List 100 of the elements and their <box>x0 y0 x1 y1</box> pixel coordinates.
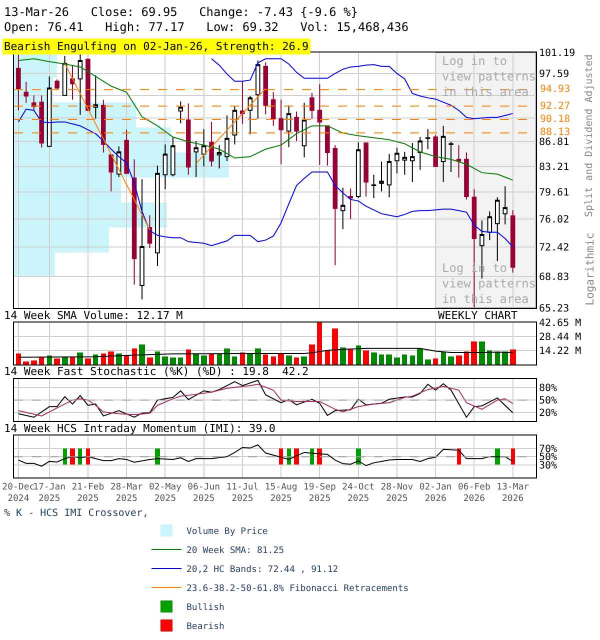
bar <box>139 344 145 365</box>
x-tick-label: 15-Aug 2025 <box>264 482 298 504</box>
bar <box>201 356 207 365</box>
line-series <box>18 348 514 358</box>
text: WEEKLY CHART <box>438 309 518 322</box>
bar <box>263 354 268 365</box>
bar <box>124 356 129 365</box>
x-tick-label: 02-May 2025 <box>148 482 182 504</box>
candlestick <box>248 95 253 135</box>
bar <box>425 360 431 365</box>
bar <box>85 358 91 365</box>
y-axis-title: Split and Dividend Adjusted <box>584 54 596 217</box>
bar <box>456 356 462 365</box>
bar <box>379 354 384 365</box>
bar <box>332 328 338 365</box>
bar <box>356 346 361 365</box>
candlestick <box>209 121 214 167</box>
bar <box>132 348 137 365</box>
bar <box>271 356 276 365</box>
candlestick <box>425 128 430 150</box>
bar <box>471 342 477 365</box>
chart-title: 14 Week SMA Volume: 12.17 M <box>4 309 184 322</box>
candlestick <box>310 92 314 120</box>
x-tick-label: 02-Jan 2026 <box>419 482 452 504</box>
bar <box>301 356 307 365</box>
x-tick-label: 20-Dec 2024 <box>2 482 35 504</box>
bar <box>433 358 438 365</box>
candlestick <box>86 58 90 111</box>
legend-label: 20 Week SMA: 81.25 <box>186 546 284 556</box>
candlestick <box>124 129 129 174</box>
bar <box>441 352 446 365</box>
bar <box>487 350 492 365</box>
candlestick <box>456 144 462 178</box>
chart-title: 13-Mar-26 Close: 69.95 Change: -7.43 {-9.6 %} <box>4 5 358 19</box>
y-tick-label: 80% <box>539 383 558 394</box>
candlestick <box>418 136 423 170</box>
legend-label: 20,2 HC Bands: 72.44 , 91.12 <box>186 565 338 576</box>
bar <box>54 358 60 365</box>
bar <box>410 356 415 365</box>
bar <box>186 350 191 365</box>
candlestick <box>348 188 353 220</box>
candlestick <box>317 84 322 166</box>
y-tick-label: 50% <box>539 396 558 407</box>
y-tick-label: 86.81 <box>539 137 570 148</box>
x-tick-label: 13-Mar 2026 <box>496 482 530 504</box>
candlestick <box>379 160 384 192</box>
bar <box>162 356 168 365</box>
candlestick <box>340 187 346 230</box>
y-tick-label: 20% <box>539 408 558 420</box>
bar <box>209 354 214 365</box>
bar <box>240 352 245 365</box>
bar <box>309 344 315 365</box>
bar <box>371 352 377 365</box>
y-tick-label: 68.83 <box>539 272 570 284</box>
candlestick <box>132 158 137 286</box>
bar <box>448 356 454 365</box>
y-tick-label: 28.44 M <box>539 332 582 344</box>
candlestick <box>62 55 68 96</box>
candlestick <box>394 147 400 174</box>
candlestick <box>487 210 492 241</box>
y-tick-label: 14.22 M <box>539 346 582 358</box>
candlestick <box>325 125 330 166</box>
bar <box>232 356 237 365</box>
candlestick <box>147 214 152 249</box>
bar <box>77 352 83 365</box>
candlestick <box>448 141 454 172</box>
bar <box>363 350 369 365</box>
bar <box>340 348 346 365</box>
bar <box>294 358 299 365</box>
y-tick-label: 101.19 <box>539 48 576 59</box>
x-tick-label: 24-Oct 2025 <box>342 482 375 504</box>
line-series <box>18 108 514 248</box>
candlestick <box>16 54 21 111</box>
candlestick <box>194 140 198 178</box>
bar <box>495 352 500 365</box>
candlestick <box>294 111 299 142</box>
candlestick <box>510 210 516 274</box>
candlestick <box>464 152 469 200</box>
x-tick-label: 19-Sep 2025 <box>303 482 336 504</box>
candlestick <box>140 178 144 300</box>
y-tick-label: 65.23 <box>539 303 570 314</box>
bar <box>325 350 330 365</box>
candlestick <box>356 142 361 198</box>
candlestick <box>178 101 184 124</box>
candlestick <box>54 78 60 90</box>
bar <box>479 342 485 365</box>
chart-title: 14 Week Fast Stochastic (%K) (%D) : 19.8 42.2 <box>4 365 309 378</box>
y-tick-label: 30% <box>539 460 558 472</box>
candlestick <box>270 92 276 126</box>
bar <box>147 358 153 365</box>
candlestick <box>70 65 75 100</box>
bar <box>101 354 106 365</box>
candlestick <box>216 144 222 169</box>
bar <box>278 354 284 365</box>
annotation: Bearish Engulfing on 02-Jan-26, Strength: 26.9 <box>4 40 309 53</box>
bar <box>178 358 183 365</box>
candlestick <box>155 165 160 267</box>
chart-title: 14 Week HCS Intraday Momentum (IMI): 39.0 <box>4 422 276 435</box>
candlestick <box>502 186 508 225</box>
candlestick <box>24 81 29 104</box>
